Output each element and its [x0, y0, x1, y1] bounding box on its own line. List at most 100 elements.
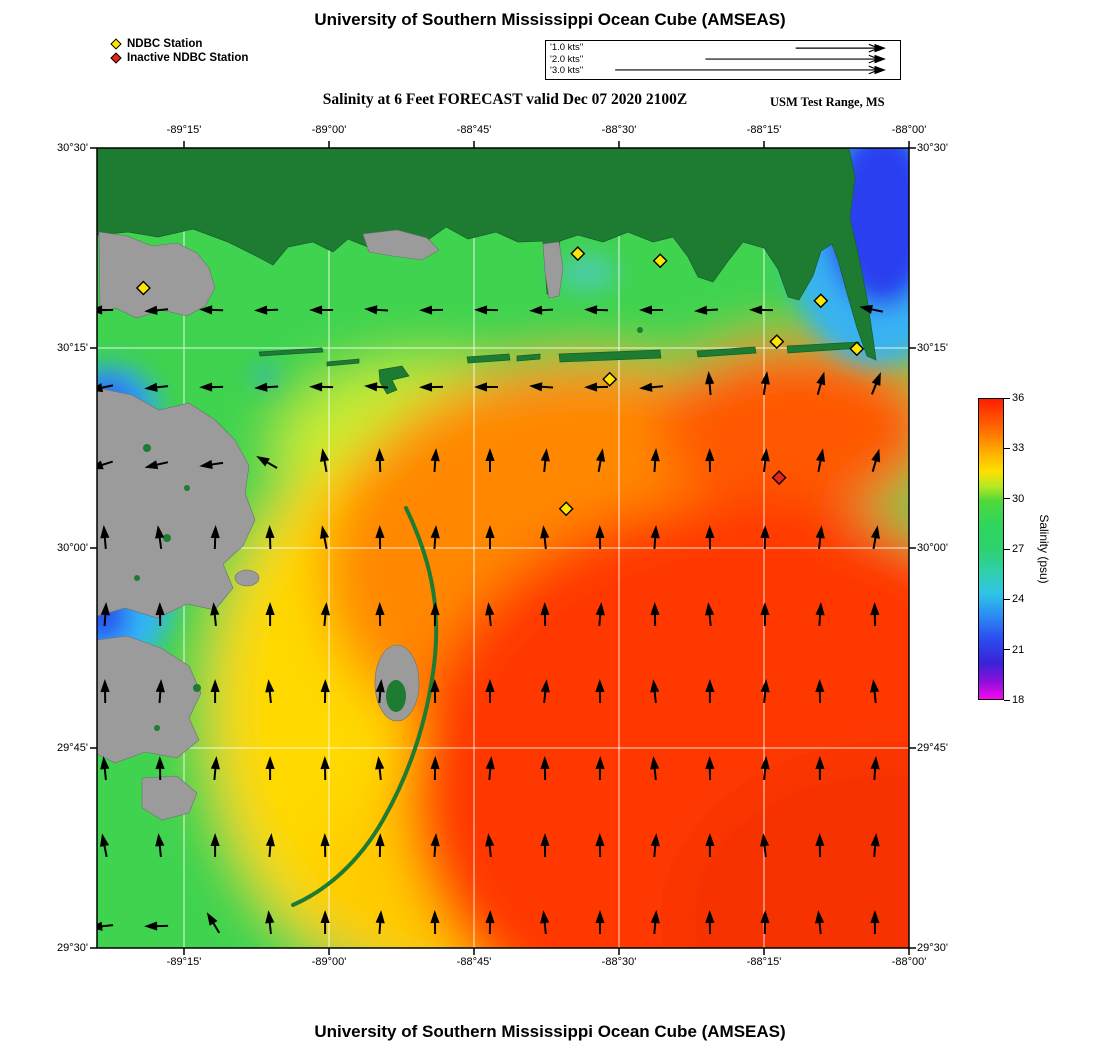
y-tick-label-left: 29°30' [57, 942, 88, 954]
current-vector [155, 602, 165, 627]
current-vector [595, 679, 605, 704]
current-vector [595, 833, 605, 858]
current-vector [650, 910, 660, 935]
x-tick-label-bottom: -88°00' [891, 956, 927, 968]
y-tick-label-left: 30°15' [57, 342, 88, 354]
current-vector [430, 910, 440, 935]
colorbar-tick-label: 24 [1012, 593, 1025, 606]
current-vector [144, 460, 169, 470]
legend-item-ndbc: NDBC Station [110, 37, 248, 51]
x-tick-label-bottom: -89°00' [311, 956, 347, 968]
current-vector [693, 305, 718, 315]
chandeleur-island-arc [291, 506, 439, 907]
barrier-island [558, 349, 662, 363]
current-vector [474, 382, 498, 392]
current-vector [595, 525, 605, 550]
current-vector [144, 921, 169, 931]
ndbc-station-icon [110, 38, 122, 50]
ndbc-station-marker [813, 293, 829, 309]
y-tick-label-left: 29°45' [57, 742, 88, 754]
legend-item-inactive-ndbc: Inactive NDBC Station [110, 51, 248, 65]
barrier-island [516, 353, 541, 362]
current-vector [419, 305, 444, 315]
current-vector [100, 525, 110, 550]
current-vector [430, 525, 440, 550]
current-vector [100, 833, 110, 858]
current-vector [529, 382, 554, 392]
current-vector [815, 679, 825, 704]
current-vector [705, 448, 715, 473]
current-vector [540, 525, 550, 550]
axis-ticks [90, 141, 916, 955]
current-vector [320, 448, 330, 473]
current-vector [320, 833, 330, 858]
current-vector [815, 910, 825, 935]
marsh-area [362, 229, 440, 261]
current-vector [210, 833, 220, 857]
island [134, 575, 140, 581]
current-vector [206, 912, 221, 934]
current-vector [485, 833, 495, 858]
ndbc-station-marker [769, 334, 785, 350]
x-tick-label-top: -89°15' [166, 124, 202, 136]
current-vector [595, 756, 605, 781]
current-vector [375, 602, 385, 627]
marsh-island [141, 775, 198, 821]
current-vector [309, 305, 334, 315]
colorbar-tick-label: 30 [1012, 492, 1025, 505]
colorbar-tick [1004, 498, 1010, 500]
colorbar-tick [1004, 548, 1010, 550]
current-vector [540, 679, 550, 704]
colorbar-tick-label: 27 [1012, 543, 1025, 555]
current-vector [430, 679, 440, 704]
current-vector [155, 679, 165, 704]
current-vector [815, 602, 825, 627]
colorbar-tick [1004, 649, 1010, 651]
region-label: USM Test Range, MS [770, 95, 885, 109]
current-vector [816, 371, 826, 395]
mainland-coast [97, 148, 877, 361]
island [154, 725, 160, 731]
current-vector [97, 383, 114, 393]
current-vector [97, 921, 114, 931]
current-vector [705, 756, 715, 781]
footer-title: University of Southern Mississippi Ocean… [314, 1022, 786, 1041]
current-vector [584, 382, 609, 392]
current-vector [485, 679, 495, 703]
current-vector [760, 448, 770, 473]
current-vector [639, 382, 664, 392]
colorbar-tick [1004, 598, 1010, 601]
current-vector [199, 459, 224, 469]
current-vector [265, 910, 275, 935]
colorbar-tick [1004, 447, 1010, 450]
legend-label: NDBC Station [127, 38, 203, 50]
current-vector [870, 833, 880, 858]
current-vector [210, 525, 220, 550]
current-vector [155, 756, 165, 781]
y-tick-label-right: 29°45' [917, 742, 948, 754]
current-vector [155, 525, 165, 550]
current-vector [199, 305, 224, 315]
current-vector [320, 756, 330, 781]
current-vector [320, 602, 330, 627]
x-tick-label-top: -89°00' [311, 124, 347, 136]
velocity-scale-label: '1.0 kts'' [550, 42, 584, 53]
current-vector [364, 305, 389, 315]
current-vector [540, 602, 550, 627]
barrier-island [466, 353, 511, 364]
legend-label: Inactive NDBC Station [127, 52, 249, 64]
current-vector [529, 305, 554, 315]
marsh-area [98, 231, 216, 319]
current-vector [815, 448, 825, 473]
colorbar-tick-label: 36 [1012, 392, 1025, 404]
current-vector [540, 448, 550, 473]
x-tick-label-top: -88°30' [601, 124, 637, 136]
current-vector [760, 525, 770, 550]
current-vector [705, 602, 715, 627]
colorbar-tick [1004, 699, 1010, 701]
x-tick-label-bottom: -88°30' [601, 956, 637, 968]
barrier-island [258, 347, 324, 357]
current-vector [705, 910, 715, 935]
ndbc-station-marker [652, 253, 668, 269]
y-tick-label-right: 29°30' [917, 942, 948, 954]
